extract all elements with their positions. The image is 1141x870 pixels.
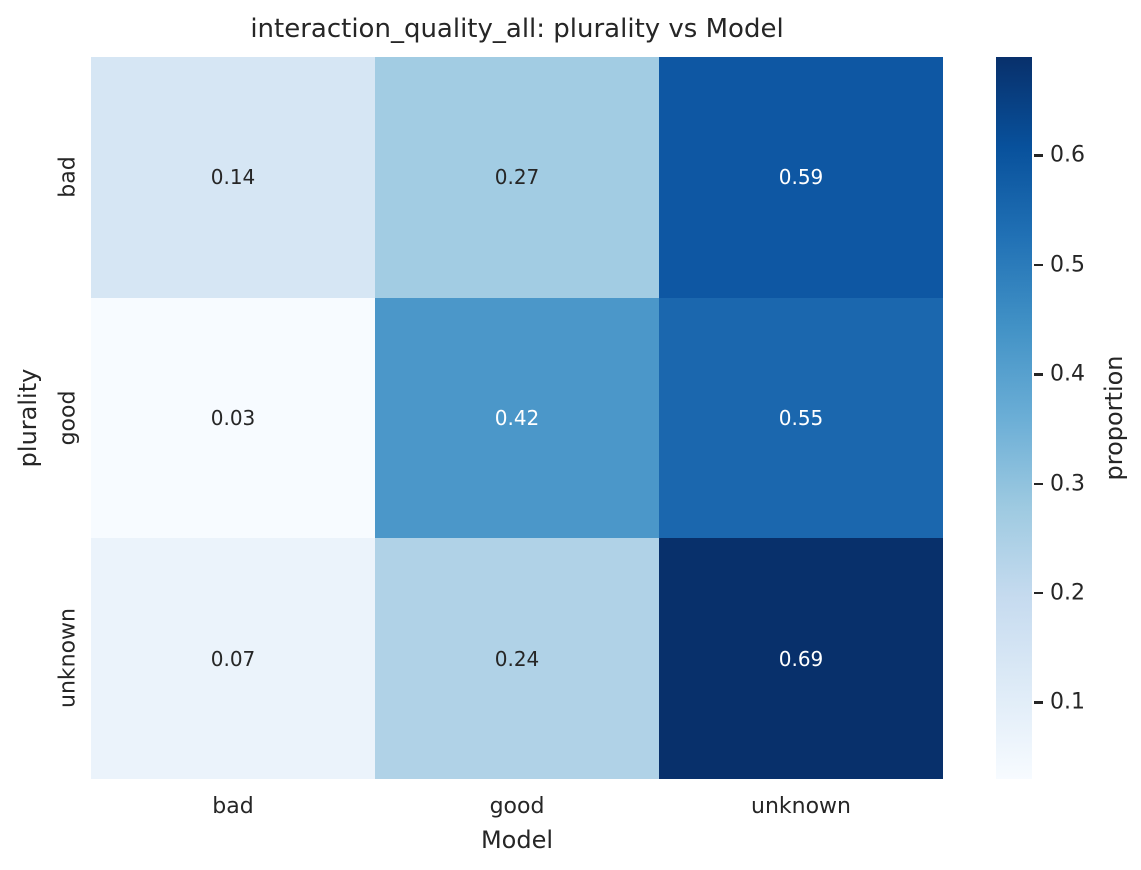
heatmap-grid: 0.14 0.27 0.59 0.03 0.42 0.55 0.07 0.24 … [91, 57, 943, 779]
heatmap-cell-unknown-unknown: 0.69 [659, 538, 943, 779]
chart-title: interaction_quality_all: plurality vs Mo… [250, 14, 784, 44]
colorbar-tick-mark [1034, 373, 1043, 376]
colorbar-tick-mark [1034, 154, 1043, 157]
colorbar-tick-label: 0.4 [1050, 361, 1085, 387]
cell-value: 0.24 [494, 646, 540, 671]
cell-value: 0.14 [210, 165, 256, 190]
colorbar-label: proportion [1100, 355, 1128, 481]
colorbar-gradient [996, 57, 1032, 779]
cell-value: 0.27 [494, 165, 540, 190]
colorbar-tick-label: 0.2 [1050, 580, 1085, 606]
heatmap-cell-bad-good: 0.27 [375, 57, 659, 298]
cell-value: 0.42 [494, 405, 540, 430]
colorbar-tick-mark [1034, 263, 1043, 267]
cell-value: 0.69 [778, 646, 824, 671]
colorbar: 0.6 0.5 0.4 0.3 0.2 0.1 [996, 57, 1085, 779]
heatmap-cell-bad-unknown: 0.59 [659, 57, 943, 298]
heatmap-cell-good-good: 0.42 [375, 297, 659, 539]
y-tick-unknown: unknown [55, 608, 81, 708]
colorbar-tick-label: 0.5 [1050, 252, 1085, 278]
x-axis-label: Model [480, 826, 554, 854]
x-tick-good: good [489, 794, 545, 819]
cell-value: 0.59 [778, 165, 824, 190]
heatmap-cell-unknown-good: 0.24 [375, 538, 659, 779]
colorbar-tick-mark [1034, 701, 1043, 704]
cell-value: 0.07 [210, 646, 256, 671]
y-axis-label: plurality [14, 368, 42, 468]
y-tick-bad: bad [55, 156, 81, 198]
heatmap-cell-bad-bad: 0.14 [91, 57, 375, 298]
heatmap-cell-unknown-bad: 0.07 [91, 538, 375, 779]
colorbar-tick-label: 0.1 [1050, 689, 1085, 715]
x-tick-unknown: unknown [751, 794, 851, 819]
cell-value: 0.55 [778, 405, 824, 430]
colorbar-tick-mark [1034, 592, 1043, 595]
colorbar-tick-label: 0.3 [1050, 471, 1085, 497]
y-tick-good: good [55, 390, 81, 446]
heatmap-cell-good-unknown: 0.55 [659, 297, 943, 539]
x-tick-bad: bad [212, 794, 254, 819]
colorbar-tick-label: 0.6 [1050, 142, 1085, 168]
colorbar-tick-mark [1034, 482, 1043, 486]
cell-value: 0.03 [210, 405, 256, 430]
heatmap-cell-good-bad: 0.03 [91, 297, 375, 539]
